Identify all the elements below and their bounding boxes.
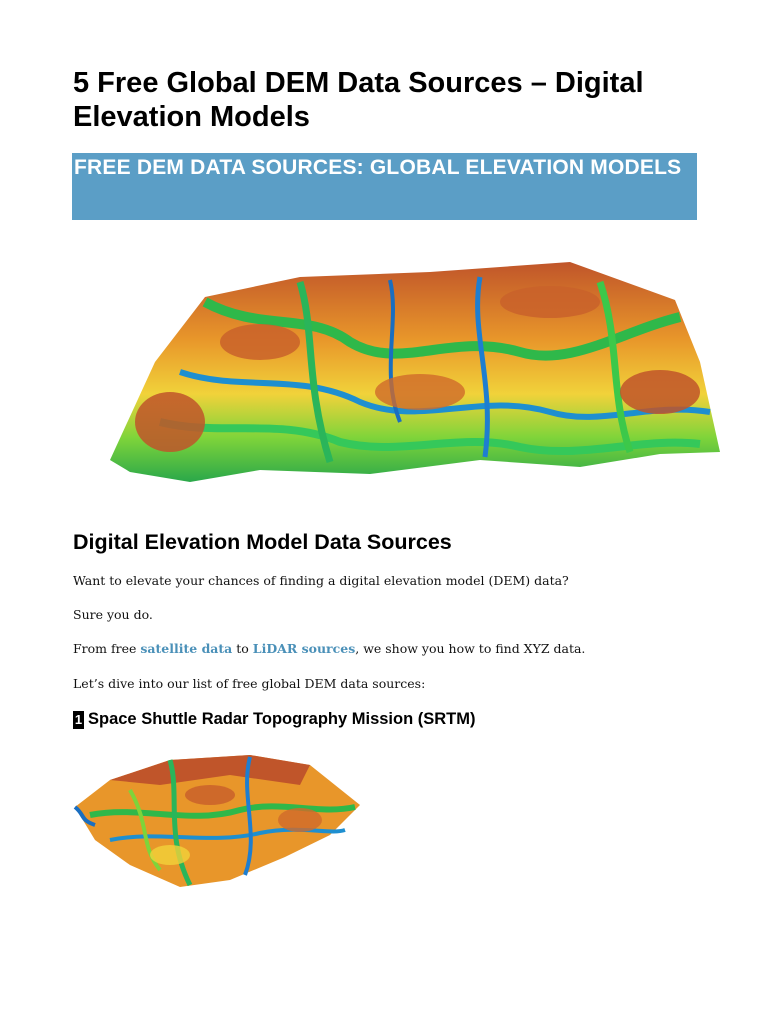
paragraph-sources-mid: to: [232, 641, 253, 656]
banner-text: FREE DEM DATA SOURCES: GLOBAL ELEVATION …: [74, 156, 682, 179]
item-number-badge: 1: [73, 710, 84, 729]
paragraph-dive: Let’s dive into our list of free global …: [73, 676, 426, 691]
article-title: 5 Free Global DEM Data Sources – Digital…: [73, 67, 644, 133]
hero-terrain-image: [110, 262, 720, 482]
paragraph-sources: From free satellite data to LiDAR source…: [73, 641, 585, 656]
item1-heading: Space Shuttle Radar Topography Mission (…: [88, 710, 476, 728]
paragraph-sure: Sure you do.: [73, 607, 153, 622]
item1-heading-row: 1 Space Shuttle Radar Topography Mission…: [73, 710, 475, 729]
lidar-sources-link[interactable]: LiDAR sources: [252, 641, 356, 656]
paragraph-intro: Want to elevate your chances of finding …: [73, 573, 569, 588]
paragraph-sources-end: , we show you how to find XYZ data.: [355, 641, 586, 656]
satellite-data-link[interactable]: satellite data: [140, 641, 233, 656]
paragraph-sources-start: From free: [73, 641, 141, 656]
srtm-terrain-image: [73, 755, 360, 887]
section-banner: FREE DEM DATA SOURCES: GLOBAL ELEVATION …: [72, 153, 697, 220]
section-heading: Digital Elevation Model Data Sources: [73, 530, 452, 554]
